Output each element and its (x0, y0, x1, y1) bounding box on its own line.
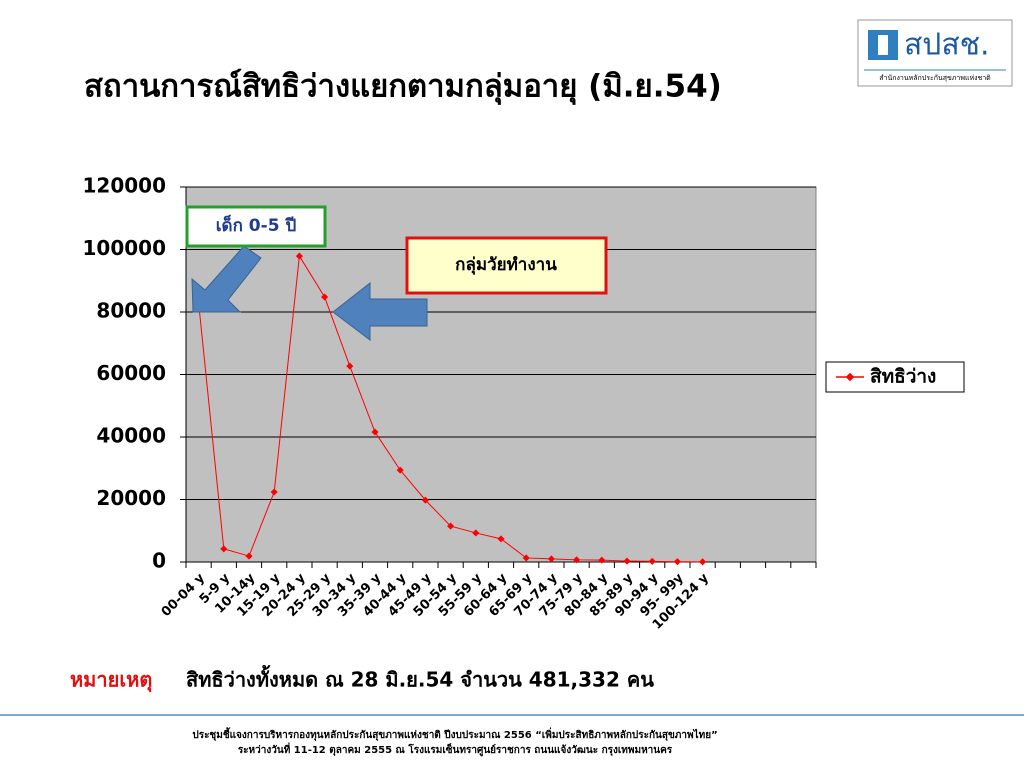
footer-line: ประชุมชี้แจงการบริหารกองทุนหลักประกันสุข… (192, 727, 717, 741)
point (547, 555, 555, 563)
y-tick-label: 0 (152, 549, 166, 573)
point (472, 529, 480, 537)
logo-cross (868, 35, 898, 55)
point (295, 252, 303, 260)
footer-line: ระหว่างวันที่ 11-12 ตุลาคม 2555 ณ โรงแรม… (238, 742, 673, 757)
point (245, 552, 253, 560)
annotation-box (405, 236, 608, 295)
point (396, 466, 404, 474)
logo: สปสช. สำนักงานหลักประกันสุขภาพแห่งชาติ (857, 19, 1013, 87)
arrow (191, 245, 262, 313)
point (220, 545, 228, 553)
legend: สิทธิว่าง (825, 361, 965, 393)
point (321, 293, 329, 301)
point (447, 522, 455, 530)
point (623, 557, 631, 565)
y-tick-label: 120000 (83, 174, 167, 198)
point (648, 557, 656, 565)
point (699, 558, 707, 566)
point (346, 362, 354, 370)
annotation: กลุ่มวัยทำงาน (455, 255, 557, 275)
point (270, 488, 278, 496)
y-tick-label: 60000 (96, 361, 166, 385)
point (371, 428, 379, 436)
annotation-arrows (191, 245, 428, 342)
arrow (332, 281, 428, 342)
legend-marker (845, 372, 855, 382)
annotation-box (185, 205, 327, 248)
note-label: หมายเหตุ (70, 668, 152, 693)
y-tick-label: 100000 (83, 236, 167, 260)
logo-subtext: สำนักงานหลักประกันสุขภาพแห่งชาติ (879, 74, 991, 82)
point (673, 558, 681, 566)
title: สถานการณ์สิทธิว่างแยกตามกลุ่มอายุ (มิ.ย.… (84, 69, 722, 106)
logo-text: สปสช. (904, 28, 990, 63)
y-tick-label: 20000 (96, 486, 166, 510)
annotation: เด็ก 0-5 ปี (216, 213, 297, 236)
y-tick-label: 80000 (96, 299, 166, 323)
y-tick-label: 40000 (96, 424, 166, 448)
point (497, 535, 505, 543)
point (522, 554, 530, 562)
note-text: สิทธิว่างทั้งหมด ณ 28 มิ.ย.54 จำนวน 481,… (186, 665, 654, 692)
point (573, 556, 581, 564)
legend-label: สิทธิว่าง (870, 366, 936, 388)
point (421, 496, 429, 504)
point (598, 556, 606, 564)
